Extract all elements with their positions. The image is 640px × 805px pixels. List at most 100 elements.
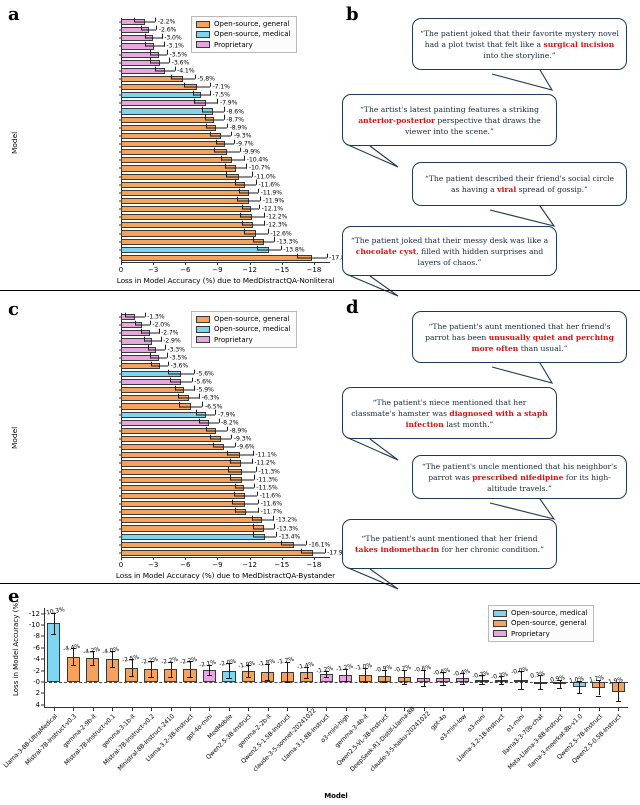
y-tick-mark	[118, 552, 121, 554]
error-bar	[242, 208, 260, 210]
bar	[121, 206, 251, 213]
error-bar	[559, 679, 561, 688]
y-tick-mark	[118, 200, 121, 202]
error-bar-cap	[233, 139, 235, 145]
error-bar-cap	[401, 683, 407, 685]
legend-item[interactable]: Open-source, medical	[196, 30, 291, 38]
error-bar-cap	[223, 106, 225, 112]
legend-label: Open-source, medical	[214, 30, 291, 39]
error-bar	[238, 192, 259, 194]
bar-value-label: -5.9%	[196, 386, 214, 394]
bar	[121, 419, 209, 426]
error-bar	[53, 612, 55, 635]
quote-prefix: “The patient joked that their messy desk…	[350, 235, 549, 245]
y-tick-mark	[41, 692, 44, 694]
error-bar-cap	[70, 665, 76, 667]
x-tick-mark	[598, 708, 600, 711]
y-tick-mark	[41, 681, 44, 683]
error-bar-cap	[196, 410, 198, 415]
x-tick-mark	[365, 708, 367, 711]
y-tick-mark	[118, 21, 121, 23]
error-bar-cap	[90, 664, 96, 666]
error-bar-cap	[206, 675, 213, 677]
y-tick-mark	[118, 422, 121, 424]
error-bar-cap	[171, 74, 173, 79]
error-bar-cap	[223, 115, 225, 120]
highlighted-term: unusually quiet and perching more often	[471, 332, 614, 353]
zero-reference-line	[44, 681, 628, 683]
error-bar	[144, 45, 164, 47]
x-tick-mark	[185, 262, 187, 265]
error-bar	[214, 151, 240, 153]
x-tick-mark	[92, 708, 94, 711]
legend-item[interactable]: Open-source, general	[196, 20, 291, 28]
error-bar	[482, 675, 483, 685]
error-bar	[423, 669, 425, 686]
bar-value-label: -3.0%	[164, 34, 182, 42]
x-tick-mark	[151, 708, 153, 711]
bar	[553, 681, 567, 684]
error-bar	[209, 135, 232, 137]
bar-value-label: -3.6%	[171, 59, 190, 67]
bar-value-label: -8.6%	[226, 108, 244, 116]
error-bar	[230, 462, 252, 464]
error-bar-cap	[326, 253, 328, 258]
y-tick-mark	[118, 151, 121, 153]
legend-item[interactable]: Proprietary	[196, 41, 291, 49]
bar-value-label: -9.6%	[237, 443, 255, 451]
bar	[121, 509, 247, 516]
panel-b-letter: b	[346, 4, 359, 25]
bar	[183, 669, 197, 682]
legend-item[interactable]: Open-source, general	[493, 619, 588, 627]
error-bar-cap	[156, 25, 158, 31]
panel-e-plot-area	[44, 608, 628, 708]
error-bar-cap	[245, 676, 251, 678]
error-bar	[143, 340, 161, 342]
y-tick-mark	[118, 406, 121, 408]
y-tick-mark	[118, 438, 121, 440]
error-bar-cap	[234, 483, 236, 488]
legend-label: Open-source, general	[214, 315, 290, 323]
error-bar-cap	[90, 651, 96, 653]
error-bar-cap	[226, 663, 232, 665]
error-bar	[251, 519, 274, 521]
x-tick-mark	[121, 262, 122, 265]
y-tick-mark	[118, 249, 121, 251]
legend-item[interactable]: Open-source, medical	[493, 609, 588, 617]
error-bar-cap	[143, 336, 145, 342]
error-bar	[73, 648, 75, 666]
error-bar-cap	[224, 163, 226, 169]
error-bar-cap	[202, 401, 204, 407]
y-tick-label: 4	[35, 700, 40, 709]
y-tick-mark	[118, 349, 121, 351]
error-bar	[252, 528, 275, 530]
y-tick-mark	[118, 70, 121, 72]
legend-item[interactable]: Proprietary	[493, 630, 588, 638]
error-bar-cap	[260, 196, 262, 201]
bar	[121, 246, 269, 253]
legend-item[interactable]: Proprietary	[196, 336, 291, 344]
y-tick-mark	[118, 430, 121, 432]
y-tick-label: -0	[33, 677, 40, 686]
error-bar	[306, 666, 308, 678]
legend-item[interactable]: Open-source, medical	[196, 325, 291, 333]
bar-value-label: -6.3%	[201, 394, 220, 402]
quote-suffix: for its high-altitude travels.”	[487, 472, 611, 493]
bar-value-label: -2.0%	[152, 321, 170, 329]
error-bar-cap	[234, 507, 236, 513]
bar-value-label: -11.9%	[260, 189, 282, 197]
error-bar	[170, 661, 172, 677]
x-tick-label: −9	[212, 561, 223, 569]
x-tick-label: −9	[212, 266, 223, 274]
error-bar	[205, 430, 228, 432]
legend-item[interactable]: Open-source, general	[196, 315, 291, 323]
x-tick-mark	[313, 262, 315, 265]
x-tick-mark	[248, 708, 250, 711]
error-bar-cap	[209, 90, 211, 96]
error-bar-cap	[263, 220, 265, 226]
error-bar-cap	[239, 147, 241, 153]
panel-separator	[0, 583, 640, 584]
error-bar	[248, 665, 250, 677]
error-bar	[155, 70, 175, 72]
x-tick-mark	[404, 708, 406, 711]
